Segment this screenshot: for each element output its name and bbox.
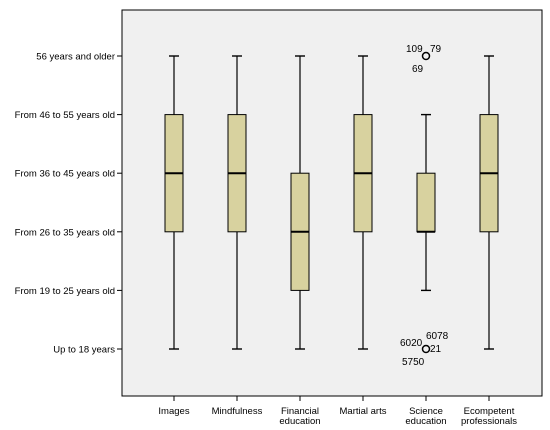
outlier-label: 5750	[402, 357, 425, 368]
x-axis: Images Mindfulness Financial education Marti…	[158, 396, 517, 427]
outlier-label: 6020	[400, 338, 423, 349]
outlier-label: 21	[430, 344, 442, 355]
outlier-point	[421, 344, 431, 354]
box-0	[164, 55, 184, 350]
outlier-label: 6078	[426, 331, 449, 342]
boxes	[164, 55, 499, 350]
outlier-0: 109 79 69	[406, 44, 442, 75]
x-tick-label: Science education	[405, 406, 446, 427]
outlier-label: 79	[430, 44, 442, 55]
y-tick-label: 56 years and older	[36, 52, 115, 63]
box-4	[416, 113, 436, 292]
box-3	[353, 55, 373, 350]
x-tick-label: Images	[158, 406, 189, 417]
plot-area	[121, 9, 543, 397]
y-tick-label: From 36 to 45 years old	[15, 169, 115, 180]
outlier-label: 109	[406, 44, 423, 55]
box-2	[290, 55, 310, 350]
box-1	[227, 55, 247, 350]
outlier-label: 69	[412, 64, 424, 75]
y-axis: Up to 18 years From 19 to 25 years old Fro…	[15, 52, 122, 356]
iqr-box	[416, 172, 436, 233]
box-5	[479, 55, 499, 350]
x-tick-label: Mindfulness	[212, 406, 263, 417]
outlier-point	[421, 51, 431, 61]
x-tick-label: Ecompetent professionals	[461, 406, 517, 427]
y-tick-label: From 46 to 55 years old	[15, 110, 115, 121]
y-tick-label: From 19 to 25 years old	[15, 286, 115, 297]
y-tick-label: Up to 18 years	[53, 345, 115, 356]
y-tick-label: From 26 to 35 years old	[15, 227, 115, 238]
x-tick-label: Martial arts	[340, 406, 387, 417]
x-tick-label: Financial education	[279, 406, 320, 427]
